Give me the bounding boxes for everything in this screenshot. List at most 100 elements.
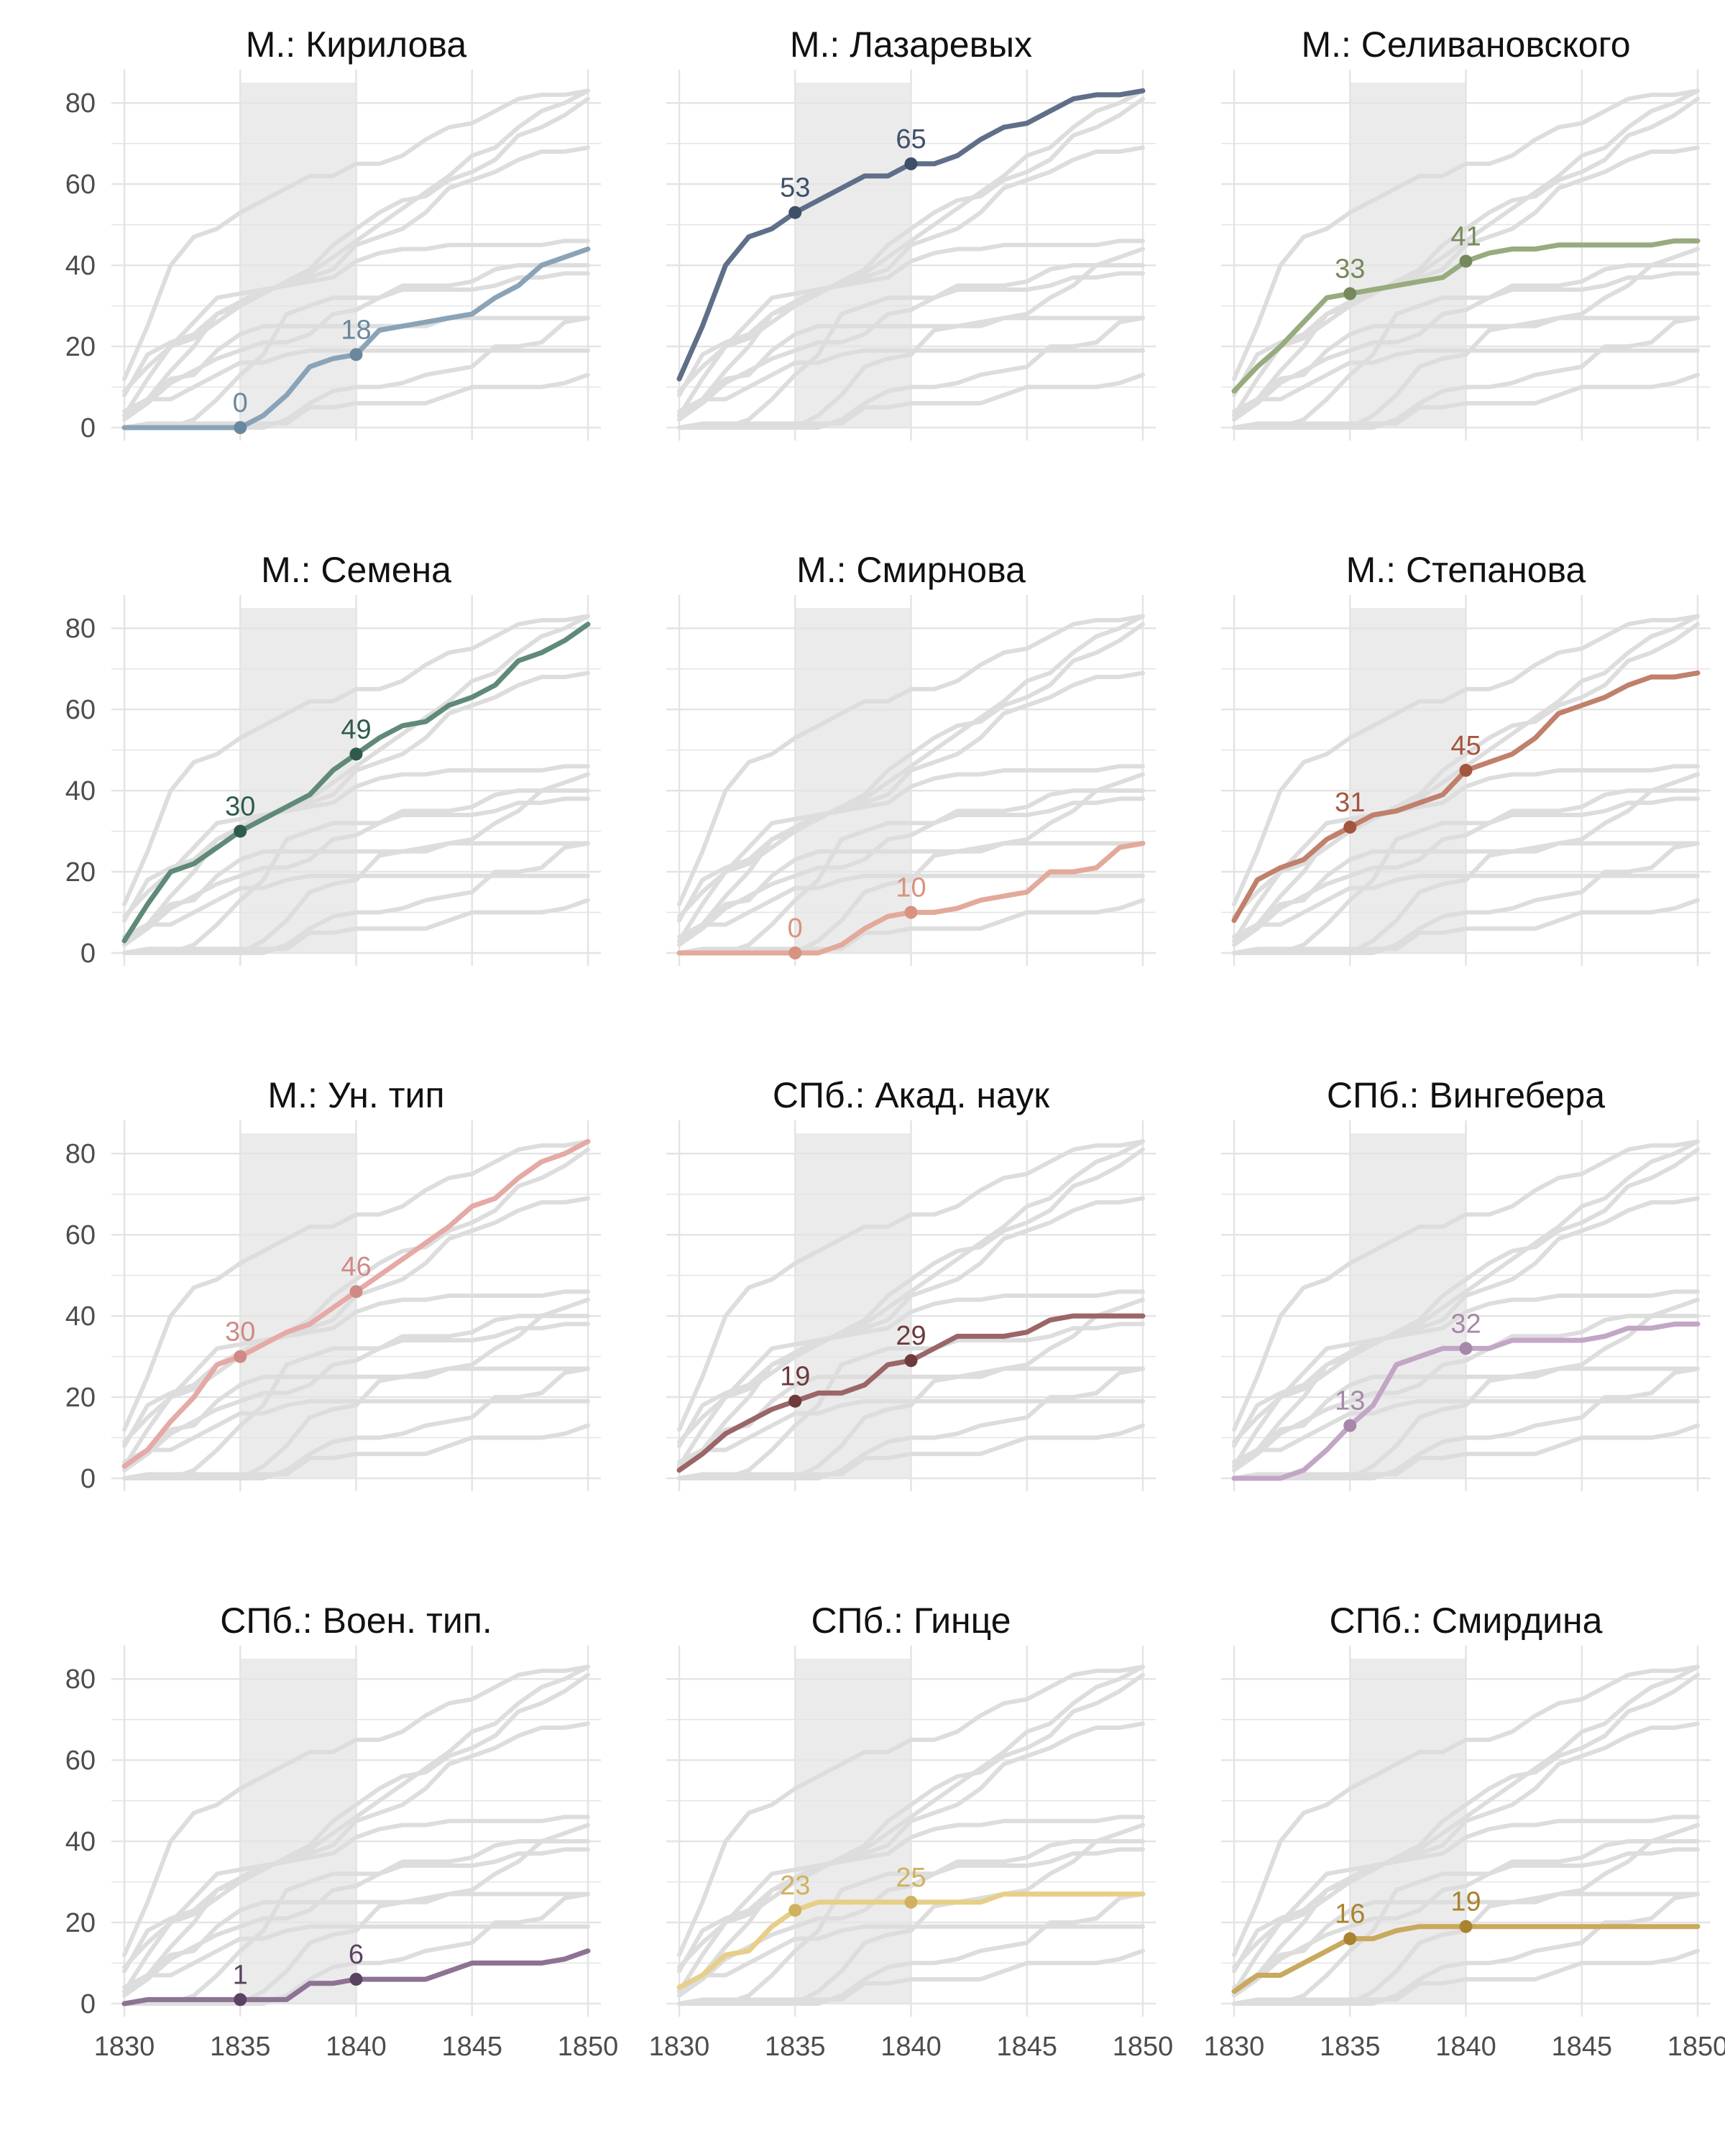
data-label: 29 [896,1321,926,1351]
background-series-line [1232,1366,1700,1465]
data-label: 18 [341,315,371,345]
background-series-line [677,1948,1145,2006]
background-series-line [677,315,1145,414]
data-label: 65 [896,124,926,155]
y-tick-label: 20 [65,857,96,888]
data-label: 19 [780,1362,810,1392]
data-point [788,1394,802,1408]
data-label: 33 [1335,254,1365,285]
background-series-line [1232,1664,1700,1994]
data-point [234,824,247,838]
background-series-line [122,796,590,955]
data-point [1343,1932,1357,1945]
background-series-line [122,1892,590,2006]
panel-title: М.: Селивановского [1301,24,1630,65]
data-point [904,906,918,919]
data-point [904,1354,918,1368]
background-series-line [677,1366,1145,1480]
background-series-line [677,1721,1145,1973]
background-series-line [677,1322,1145,1480]
background-series-line [1232,841,1700,939]
background-series-line [122,841,590,955]
panel-title: СПб.: Воен. тип. [220,1600,492,1641]
data-label: 6 [349,1940,364,1970]
x-tick-label: 1850 [1668,2032,1725,2062]
background-series-line [677,671,1145,923]
background-series-line [122,873,590,944]
x-tick-label: 1840 [326,2032,387,2062]
data-label: 49 [341,714,371,745]
data-label: 1 [233,1960,248,1990]
background-series-line [1232,88,1700,418]
background-series-line [1232,1139,1700,1432]
panel-title: СПб.: Смирдина [1330,1600,1603,1641]
background-series-line [1232,1366,1700,1480]
background-series-line [1232,1423,1700,1480]
data-point [349,1285,363,1299]
panel-3: 33 41 М.: Селивановского [1221,24,1711,441]
panel-9: 13 32 СПб.: Вингебера [1221,1075,1711,1491]
panel-title: М.: Кирилова [246,24,467,65]
panel-11: 23 25 СПб.: Гинце 1830 1835 1840 1845 1850 [649,1600,1174,2062]
panel-6: 31 45 М.: Степанова [1221,550,1711,966]
background-series-line [1232,1196,1700,1448]
x-tick-label: 1830 [1204,2032,1265,2062]
y-tick-label: 20 [65,1383,96,1413]
data-label: 25 [896,1863,926,1893]
x-tick-label: 1840 [880,2032,942,2062]
y-tick-label: 0 [80,939,96,969]
background-series-line [1232,1289,1700,1445]
background-series-line [1232,1847,1700,2006]
background-series-line [677,88,1145,418]
background-series-line [122,671,590,923]
background-series-line [677,1847,1145,2006]
background-series-line [1232,1892,1700,1990]
background-series-line [1232,873,1700,944]
data-label: 32 [1450,1309,1481,1339]
data-point [349,747,363,761]
panel-title: СПб.: Вингебера [1327,1075,1605,1115]
data-point [234,1350,247,1363]
background-series-line [1232,348,1700,418]
background-series-line [122,88,590,382]
data-label: 30 [225,792,255,822]
panel-12: 16 19 СПб.: Смирдина 1830 1835 1840 1845 1850 [1204,1600,1725,2062]
panel-7: 30 46 М.: Ун. тип 0 20 40 60 80 [65,1075,601,1494]
data-point [234,421,247,434]
data-label: 31 [1335,788,1365,818]
y-tick-label: 80 [65,88,96,119]
data-point [1459,254,1473,268]
background-series-line [677,796,1145,955]
background-series-line [1232,1815,1700,1970]
data-point [788,1904,802,1917]
data-point [1459,1920,1473,1933]
background-series-line [1232,315,1700,414]
background-series-line [677,873,1145,944]
y-tick-label: 0 [80,1464,96,1494]
panel-title: М.: Лазаревых [790,24,1032,65]
background-series-line [677,1892,1145,2006]
background-series-line [1232,1399,1700,1469]
x-tick-label: 1845 [441,2032,502,2062]
panel-title: СПб.: Гинце [811,1600,1011,1641]
data-label: 0 [233,388,248,418]
y-tick-label: 80 [65,614,96,644]
background-series-line [122,841,590,939]
background-series-line [1232,796,1700,955]
y-tick-label: 40 [65,1302,96,1332]
background-series-line [677,1423,1145,1480]
data-label: 10 [896,873,926,903]
x-tick-label: 1830 [94,2032,155,2062]
panel-2: 53 65 М.: Лазаревых [666,24,1156,441]
background-series-line [122,1892,590,1990]
background-series-line [1232,764,1700,919]
background-series-line [122,614,590,907]
background-series-line [122,1664,590,1994]
y-tick-label: 20 [65,1908,96,1938]
x-tick-label: 1850 [1113,2032,1174,2062]
data-label: 13 [1335,1386,1365,1416]
background-series-line [677,764,1145,919]
background-series-line [1232,1948,1700,2006]
data-label: 53 [780,173,810,203]
